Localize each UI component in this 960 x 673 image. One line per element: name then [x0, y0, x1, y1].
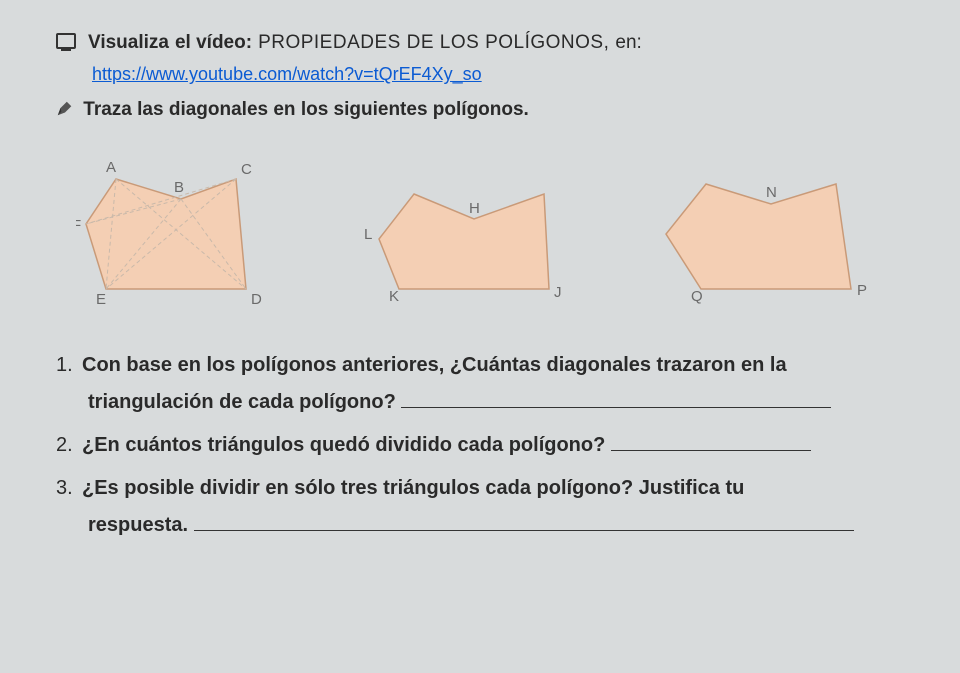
svg-text:R: R — [661, 226, 662, 243]
svg-text:C: C — [241, 161, 252, 178]
video-mid: el vídeo: — [175, 28, 252, 58]
svg-text:H: H — [469, 200, 480, 217]
questions: 1.Con base en los polígonos anteriores, … — [56, 347, 904, 544]
svg-text:J: J — [554, 284, 562, 301]
video-label: Visualiza — [88, 28, 169, 58]
polygon-3: M N O P Q R — [661, 179, 876, 319]
svg-text:M: M — [697, 179, 710, 182]
q2-text: ¿En cuántos triángulos quedó dividido ca… — [82, 434, 605, 456]
video-link[interactable]: https://www.youtube.com/watch?v=tQrEF4Xy… — [92, 64, 482, 85]
monitor-icon — [56, 33, 76, 49]
svg-text:A: A — [106, 159, 116, 176]
q2-blank[interactable] — [611, 428, 811, 451]
q3-blank[interactable] — [194, 508, 854, 531]
question-1: 1.Con base en los polígonos anteriores, … — [56, 347, 904, 421]
svg-text:G: G — [406, 189, 418, 191]
svg-text:K: K — [389, 288, 399, 305]
draw-instruction: Traza las diagonales en los siguientes p… — [83, 99, 529, 120]
video-instruction: Visualiza el vídeo: PROPIEDADES DE LOS P… — [56, 28, 904, 58]
draw-instruction-line: Traza las diagonales en los siguientes p… — [56, 95, 904, 125]
svg-text:I: I — [546, 189, 550, 192]
svg-text:F: F — [76, 217, 81, 234]
svg-text:P: P — [857, 282, 867, 299]
svg-text:L: L — [364, 226, 372, 243]
svg-text:Q: Q — [691, 288, 703, 305]
question-2: 2.¿En cuántos triángulos quedó dividido … — [56, 427, 904, 464]
figures-row: A B C D E F G H I J K L M N O P Q R — [76, 144, 876, 319]
q1-text-b: triangulación de cada polígono? — [88, 391, 396, 413]
svg-text:N: N — [766, 184, 777, 201]
svg-text:O: O — [839, 179, 851, 182]
svg-text:E: E — [96, 291, 106, 308]
video-suffix: en: — [615, 28, 641, 58]
svg-text:B: B — [174, 179, 184, 196]
polygon-2: G H I J K L — [364, 189, 574, 319]
polygon-1: A B C D E F — [76, 144, 276, 319]
pencil-icon — [56, 97, 74, 115]
q3-text-a: ¿Es posible dividir en sólo tres triángu… — [82, 477, 744, 499]
q1-blank[interactable] — [401, 385, 831, 408]
q1-text-a: Con base en los polígonos anteriores, ¿C… — [82, 354, 787, 376]
video-title: PROPIEDADES DE LOS POLÍGONOS, — [258, 28, 609, 58]
question-3: 3.¿Es posible dividir en sólo tres trián… — [56, 470, 904, 544]
q3-text-b: respuesta. — [88, 514, 188, 536]
svg-text:D: D — [251, 291, 262, 308]
